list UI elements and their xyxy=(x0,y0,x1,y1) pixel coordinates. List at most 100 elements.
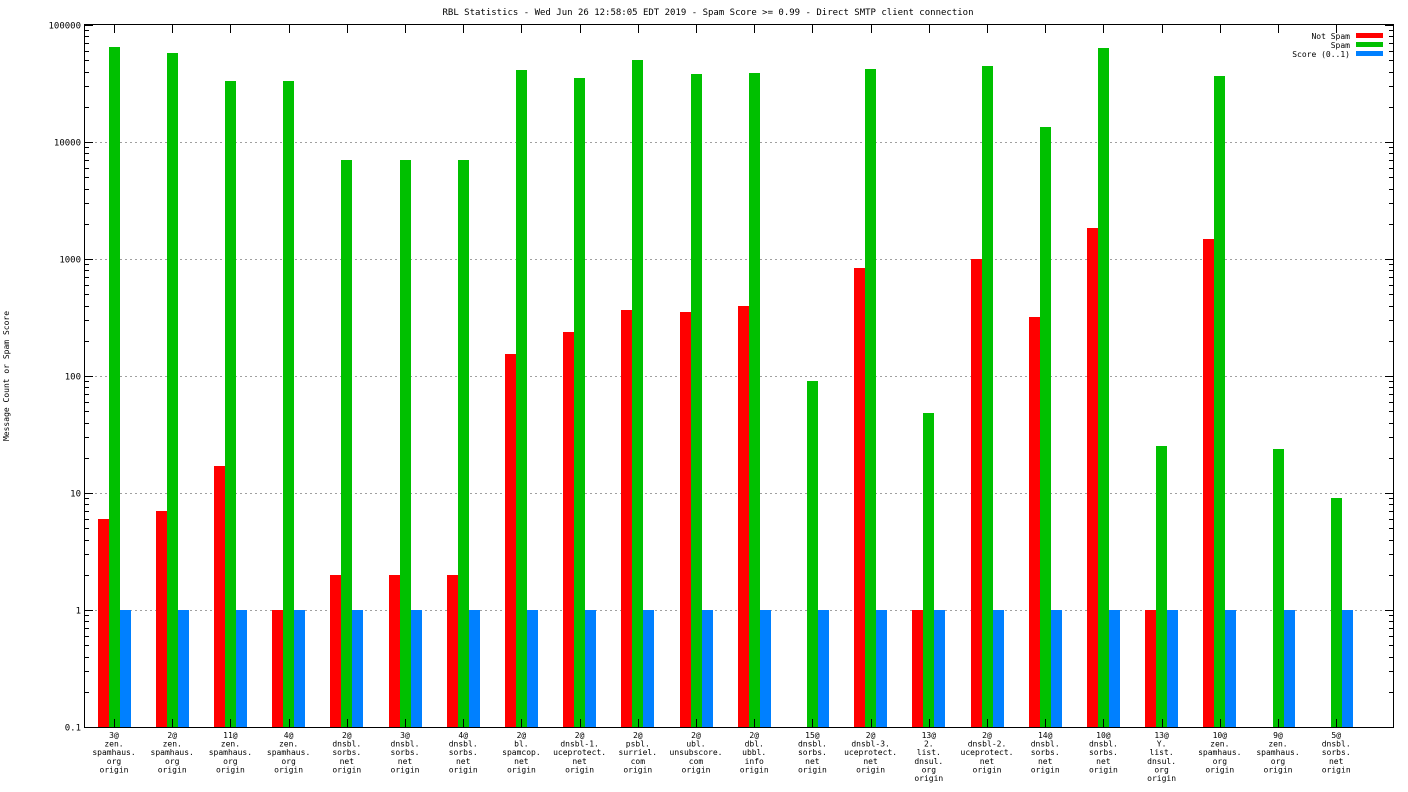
score-bar xyxy=(1342,610,1353,727)
score-bar xyxy=(1109,610,1120,727)
spam-bar xyxy=(516,70,527,727)
spam-bar xyxy=(982,66,993,727)
legend-swatch xyxy=(1356,51,1383,56)
score-bar xyxy=(1225,610,1236,727)
not-spam-bar xyxy=(1087,228,1098,727)
not-spam-bar xyxy=(214,466,225,727)
not-spam-bar xyxy=(447,575,458,727)
x-tick-label: 2@ dnsbl-3. uceprotect. net origin xyxy=(844,731,897,774)
not-spam-bar xyxy=(854,268,865,727)
spam-bar xyxy=(807,381,818,727)
y-tick-label: 1 xyxy=(76,607,81,617)
y-tick-label: 100000 xyxy=(48,22,81,32)
x-tick-label: 2@ dbl. ubbl. info origin xyxy=(740,731,769,774)
bar-layer xyxy=(98,47,1353,727)
score-bar xyxy=(236,610,247,727)
score-bar xyxy=(120,610,131,727)
y-tick-label: 10 xyxy=(70,490,81,500)
score-bar xyxy=(352,610,363,727)
x-tick-label: 13@ Y. list. dnsul. org origin xyxy=(1147,731,1176,783)
y-axis-label: Message Count or Spam Score xyxy=(2,311,11,441)
score-bar xyxy=(876,610,887,727)
x-tick-label: 2@ dnsbl-2. uceprotect. net origin xyxy=(961,731,1014,774)
score-bar xyxy=(934,610,945,727)
y-tick-label: 1000 xyxy=(59,256,81,266)
spam-bar xyxy=(923,413,934,727)
not-spam-bar xyxy=(680,312,691,727)
x-axis-ticks: 3@ zen. spamhaus. org origin 2@ zen. spamhaus. o… xyxy=(92,25,1351,783)
score-bar xyxy=(411,610,422,727)
y-axis-ticks: 0.1 1 10 100 1000 10000 100000 xyxy=(48,22,1393,734)
not-spam-bar xyxy=(98,519,109,727)
x-tick-label: 5@ dnsbl. sorbs. net origin xyxy=(1322,731,1351,774)
not-spam-bar xyxy=(330,575,341,727)
y-tick-label: 0.1 xyxy=(65,724,81,734)
score-bar xyxy=(585,610,596,727)
score-bar xyxy=(643,610,654,727)
not-spam-bar xyxy=(1029,317,1040,727)
legend-swatch xyxy=(1356,33,1383,38)
not-spam-bar xyxy=(738,306,749,727)
spam-bar xyxy=(109,47,120,727)
score-bar xyxy=(178,610,189,727)
x-tick-label: 2@ zen. spamhaus. org origin xyxy=(151,731,194,774)
spam-bar xyxy=(167,53,178,727)
spam-bar xyxy=(1098,48,1109,727)
score-bar xyxy=(1051,610,1062,727)
spam-bar xyxy=(283,81,294,727)
x-tick-label: 2@ ubl. unsubscore. com origin xyxy=(670,731,723,774)
score-bar xyxy=(760,610,771,727)
x-tick-label: 15@ dnsbl. sorbs. net origin xyxy=(798,731,827,774)
x-tick-label: 2@ dnsbl. sorbs. net origin xyxy=(332,731,361,774)
x-tick-label: 4@ zen. spamhaus. org origin xyxy=(267,731,310,774)
spam-bar xyxy=(1156,446,1167,727)
chart-title: RBL Statistics - Wed Jun 26 12:58:05 EDT… xyxy=(442,8,973,18)
not-spam-bar xyxy=(1145,610,1156,727)
x-tick-label: 10@ dnsbl. sorbs. net origin xyxy=(1089,731,1118,774)
spam-bar xyxy=(691,74,702,727)
score-bar xyxy=(1167,610,1178,727)
not-spam-bar xyxy=(389,575,400,727)
score-bar xyxy=(527,610,538,727)
x-tick-label: 3@ zen. spamhaus. org origin xyxy=(92,731,135,774)
spam-bar xyxy=(458,160,469,727)
score-bar xyxy=(818,610,829,727)
spam-bar xyxy=(1273,449,1284,727)
score-bar xyxy=(1284,610,1295,727)
y-tick-label: 100 xyxy=(65,373,81,383)
spam-bar xyxy=(1214,76,1225,727)
not-spam-bar xyxy=(156,511,167,727)
x-tick-label: 13@ 2. list. dnsul. org origin xyxy=(914,731,943,783)
legend-label: Not Spam xyxy=(1311,32,1350,41)
spam-bar xyxy=(400,160,411,727)
x-tick-label: 2@ dnsbl-1. uceprotect. net origin xyxy=(553,731,606,774)
x-tick-label: 3@ dnsbl. sorbs. net origin xyxy=(391,731,420,774)
spam-bar xyxy=(1040,127,1051,727)
x-tick-label: 2@ psbl. surriel. com origin xyxy=(619,731,658,774)
plot-frame xyxy=(84,24,1394,728)
not-spam-bar xyxy=(912,610,923,727)
y-tick-label: 10000 xyxy=(54,139,81,149)
x-tick-label: 2@ bl. spamcop. net origin xyxy=(502,731,541,774)
spam-bar xyxy=(574,78,585,727)
spam-bar xyxy=(749,73,760,727)
x-tick-label: 9@ zen. spamhaus. org origin xyxy=(1256,731,1299,774)
spam-bar xyxy=(632,60,643,727)
legend-swatch xyxy=(1356,42,1383,47)
legend-label: Score (0..1) xyxy=(1292,50,1350,59)
not-spam-bar xyxy=(563,332,574,727)
not-spam-bar xyxy=(971,259,982,727)
score-bar xyxy=(294,610,305,727)
not-spam-bar xyxy=(1203,239,1214,727)
not-spam-bar xyxy=(272,610,283,727)
score-bar xyxy=(469,610,480,727)
spam-bar xyxy=(225,81,236,727)
score-bar xyxy=(702,610,713,727)
spam-bar xyxy=(1331,498,1342,727)
x-tick-label: 14@ dnsbl. sorbs. net origin xyxy=(1031,731,1060,774)
x-tick-label: 4@ dnsbl. sorbs. net origin xyxy=(449,731,478,774)
spam-bar xyxy=(865,69,876,727)
spam-bar xyxy=(341,160,352,727)
